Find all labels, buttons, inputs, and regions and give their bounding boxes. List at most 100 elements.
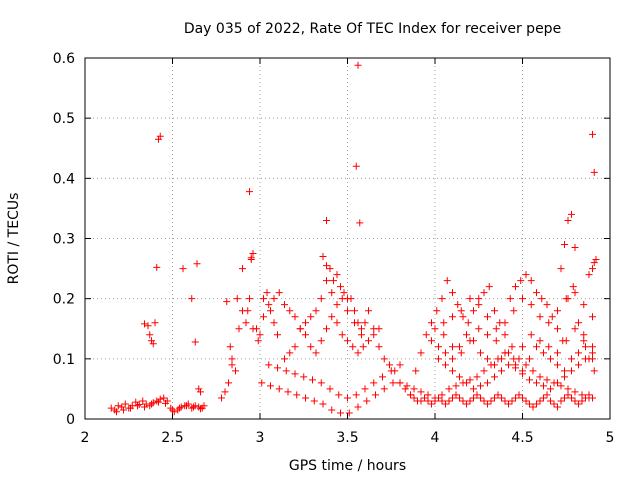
data-point xyxy=(522,271,530,279)
data-point xyxy=(270,319,278,327)
data-point xyxy=(233,295,241,303)
data-point xyxy=(449,355,456,363)
data-point xyxy=(386,361,393,369)
data-point xyxy=(545,343,553,351)
data-point xyxy=(365,307,372,315)
data-point xyxy=(197,388,204,396)
data-point xyxy=(561,241,568,249)
data-point xyxy=(538,295,546,303)
data-point xyxy=(244,307,252,315)
data-point xyxy=(491,373,498,381)
data-point xyxy=(396,361,404,369)
data-point xyxy=(146,331,154,339)
data-point xyxy=(151,319,159,327)
data-point xyxy=(582,343,589,351)
data-point xyxy=(515,391,523,399)
data-point xyxy=(330,277,337,285)
data-point xyxy=(540,349,547,357)
data-point xyxy=(557,265,565,273)
data-point xyxy=(449,313,456,321)
data-point xyxy=(326,265,334,273)
data-point xyxy=(536,337,544,345)
data-point xyxy=(433,307,441,315)
data-point xyxy=(554,379,561,387)
data-point xyxy=(254,337,262,345)
data-point xyxy=(246,188,253,196)
x-tick-label: 4.5 xyxy=(511,430,533,446)
data-point xyxy=(333,319,341,327)
data-point xyxy=(401,385,409,393)
chart-title: Day 035 of 2022, Rate Of TEC Index for r… xyxy=(184,21,561,37)
x-tick-label: 3.5 xyxy=(336,430,358,446)
data-point xyxy=(258,379,266,387)
data-point xyxy=(235,325,243,333)
data-point xyxy=(328,289,336,297)
data-point xyxy=(543,376,551,384)
data-point xyxy=(275,385,283,393)
data-point xyxy=(274,364,281,372)
data-point xyxy=(545,319,553,327)
data-point xyxy=(361,385,369,393)
data-point xyxy=(438,397,446,405)
data-point xyxy=(473,391,481,399)
data-point xyxy=(589,394,596,402)
data-point xyxy=(127,404,134,412)
data-point xyxy=(424,391,432,399)
data-point xyxy=(506,295,514,303)
data-point xyxy=(473,373,481,381)
data-point xyxy=(571,397,579,405)
data-point xyxy=(554,349,561,357)
x-axis-label: GPS time / hours xyxy=(289,458,406,474)
data-point xyxy=(564,385,572,393)
data-point xyxy=(428,319,435,327)
data-point xyxy=(247,254,255,262)
data-point xyxy=(578,391,586,399)
data-point xyxy=(526,376,533,384)
data-point xyxy=(445,397,453,405)
data-point xyxy=(153,397,161,405)
data-point xyxy=(571,244,579,252)
data-point xyxy=(522,397,530,405)
data-point xyxy=(582,355,589,363)
data-point xyxy=(249,250,257,258)
data-point xyxy=(144,322,152,330)
data-point xyxy=(177,403,185,411)
data-point xyxy=(454,301,462,309)
data-point xyxy=(354,349,362,357)
data-point xyxy=(107,404,115,412)
data-point xyxy=(120,406,127,414)
data-point xyxy=(326,385,334,393)
data-point xyxy=(435,343,442,351)
data-point xyxy=(149,399,157,407)
data-point xyxy=(526,400,533,408)
data-point xyxy=(568,394,575,402)
data-point xyxy=(344,307,351,315)
data-point xyxy=(533,400,540,408)
data-point xyxy=(533,289,540,297)
data-point xyxy=(510,307,518,315)
data-point xyxy=(568,210,575,218)
data-point xyxy=(463,331,470,339)
data-point xyxy=(484,313,491,321)
data-point xyxy=(281,355,288,363)
data-point xyxy=(527,301,535,309)
data-point xyxy=(492,337,500,345)
data-point xyxy=(307,343,315,351)
data-point xyxy=(498,355,505,363)
data-point xyxy=(160,394,168,402)
data-point xyxy=(505,400,512,408)
data-point xyxy=(153,263,161,271)
data-point xyxy=(256,331,264,339)
data-point xyxy=(564,391,572,399)
data-point xyxy=(156,395,164,403)
data-point xyxy=(547,397,554,405)
data-point xyxy=(403,382,411,390)
data-point xyxy=(548,313,556,321)
data-point xyxy=(323,277,330,285)
data-point xyxy=(260,295,267,303)
data-point xyxy=(335,391,343,399)
data-point xyxy=(317,295,325,303)
data-point xyxy=(522,361,530,369)
data-point xyxy=(575,361,582,369)
data-point xyxy=(431,397,439,405)
